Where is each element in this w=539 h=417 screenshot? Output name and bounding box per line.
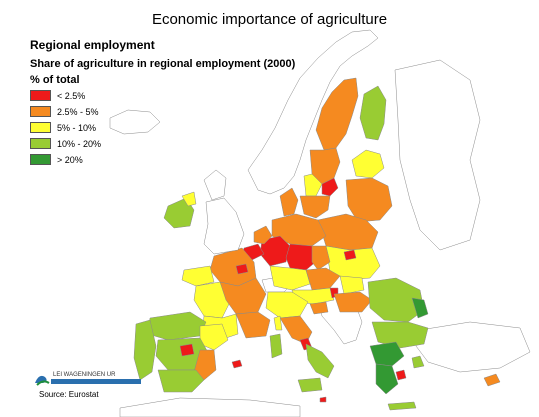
- region-scotland: [203, 169, 227, 201]
- source-note: Source: Eurostat: [39, 390, 99, 399]
- region-brittany: [181, 265, 215, 287]
- indicator-title: Share of agriculture in regional employm…: [30, 58, 296, 70]
- region-hungary: [333, 291, 373, 313]
- legend-unit: % of total: [30, 74, 80, 86]
- region-turkey: [415, 321, 531, 373]
- region-northern-ireland: [181, 191, 197, 207]
- legend-item: 10% - 20%: [30, 136, 101, 151]
- region-greece-north: [369, 341, 405, 367]
- region-spain-east: [193, 349, 217, 381]
- legend-label: < 2.5%: [57, 90, 86, 101]
- map-title: Economic importance of agriculture: [151, 11, 388, 28]
- region-corsica: [273, 315, 283, 331]
- region-balearics: [231, 359, 243, 369]
- region-bulgaria: [371, 321, 429, 349]
- legend-label: > 20%: [57, 154, 83, 165]
- legend-label: 2.5% - 5%: [57, 106, 99, 117]
- region-crete: [387, 401, 417, 411]
- legend-swatch-over-20: [30, 154, 51, 165]
- region-north-africa: [119, 397, 301, 417]
- region-madrid: [179, 343, 195, 357]
- region-malta: [319, 396, 327, 403]
- map-subtitle: Regional employment: [30, 38, 155, 52]
- region-italy-centre: [279, 315, 313, 345]
- region-sweden-south: [299, 195, 331, 219]
- legend-label: 10% - 20%: [57, 138, 102, 149]
- region-portugal: [133, 319, 157, 381]
- region-russia: [394, 59, 481, 251]
- region-athens: [395, 369, 407, 381]
- region-france-south-east: [235, 311, 271, 339]
- logo-text: LEI WAGENINGEN UR: [53, 372, 116, 378]
- region-stockholm: [321, 177, 339, 197]
- legend-item: 2.5% - 5%: [30, 104, 101, 119]
- region-germany-south: [269, 265, 311, 291]
- region-england: [203, 197, 245, 255]
- legend-swatch-10-to-20: [30, 138, 51, 149]
- region-baltics: [345, 177, 393, 223]
- region-cyprus: [483, 373, 501, 387]
- region-greece-south: [375, 363, 399, 395]
- legend-swatch-under-2-5: [30, 90, 51, 101]
- region-slovakia: [339, 275, 365, 295]
- region-slovenia: [309, 301, 329, 315]
- legend-item: 5% - 10%: [30, 120, 101, 135]
- region-italy-south: [305, 343, 335, 379]
- region-warsaw: [343, 249, 357, 261]
- lei-wageningen-logo: LEI WAGENINGEN UR: [35, 372, 141, 386]
- legend-swatch-5-to-10: [30, 122, 51, 133]
- region-sweden-central: [303, 173, 323, 197]
- region-france-central: [219, 277, 267, 315]
- region-norway: [247, 29, 379, 195]
- region-andalusia: [157, 369, 205, 393]
- region-germany-east: [311, 245, 331, 271]
- region-finland-south: [351, 149, 385, 179]
- legend-item: > 20%: [30, 152, 101, 167]
- legend-swatch-2-5-to-5: [30, 106, 51, 117]
- region-iceland: [109, 109, 161, 135]
- region-romania: [367, 277, 425, 323]
- region-bulgaria-east: [411, 297, 429, 319]
- legend: < 2.5% 2.5% - 5% 5% - 10% 10% - 20% > 20…: [30, 88, 101, 168]
- region-spain-north: [147, 311, 207, 341]
- region-finland-north: [359, 85, 387, 141]
- region-netherlands: [253, 225, 273, 245]
- region-denmark: [279, 187, 299, 217]
- legend-label: 5% - 10%: [57, 122, 97, 133]
- region-sicily: [297, 377, 323, 393]
- region-czech: [305, 267, 341, 291]
- legend-item: < 2.5%: [30, 88, 101, 103]
- region-sardinia: [269, 333, 283, 359]
- region-aegean-islands: [411, 355, 425, 369]
- region-paris: [235, 263, 249, 275]
